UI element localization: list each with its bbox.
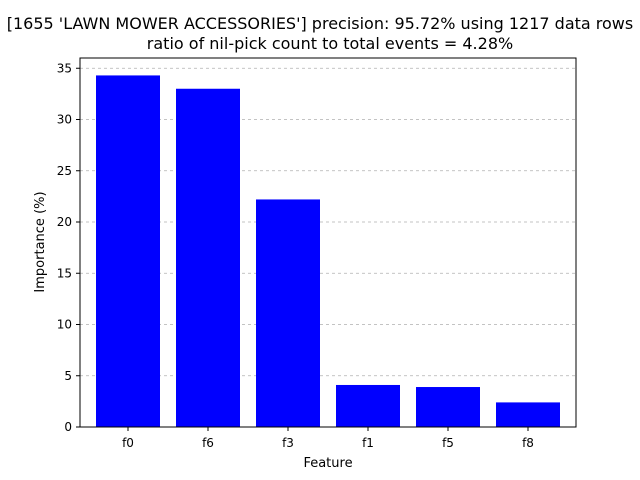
y-tick-label: 5 [64,369,72,383]
bar-f3 [256,199,320,427]
y-tick-label: 0 [64,420,72,434]
bar-f5 [416,387,480,427]
grid-lines [80,67,576,377]
y-tick-label: 25 [57,164,72,178]
y-tick-label: 35 [57,61,72,75]
bars [96,75,560,428]
chart-subtitle: ratio of nil-pick count to total events … [147,34,513,53]
x-tick-label-f8: f8 [522,436,534,450]
y-tick-label: 30 [57,113,72,127]
y-tick-label: 20 [57,215,72,229]
x-tick-label-f0: f0 [122,436,134,450]
y-axis-label: Importance (%) [33,191,48,292]
bar-f6 [176,88,240,427]
x-axis-label: Feature [303,456,352,471]
chart-title: [1655 'LAWN MOWER ACCESSORIES'] precisio… [7,14,633,33]
y-tick-label: 15 [57,266,72,280]
bar-f0 [96,75,160,428]
x-tick-label-f5: f5 [442,436,454,450]
y-tick-label: 10 [57,318,72,332]
x-tick-label-f3: f3 [282,436,294,450]
plot-frame [79,57,577,428]
x-tick-label-f1: f1 [362,436,374,450]
x-axis-ticks: f0 f6 f3 f1 f5 f8 [122,427,534,450]
bar-f8 [496,402,560,427]
y-axis-ticks: 0 5 10 15 20 25 30 35 [57,61,80,434]
bar-f1 [336,384,400,427]
x-tick-label-f6: f6 [202,436,214,450]
